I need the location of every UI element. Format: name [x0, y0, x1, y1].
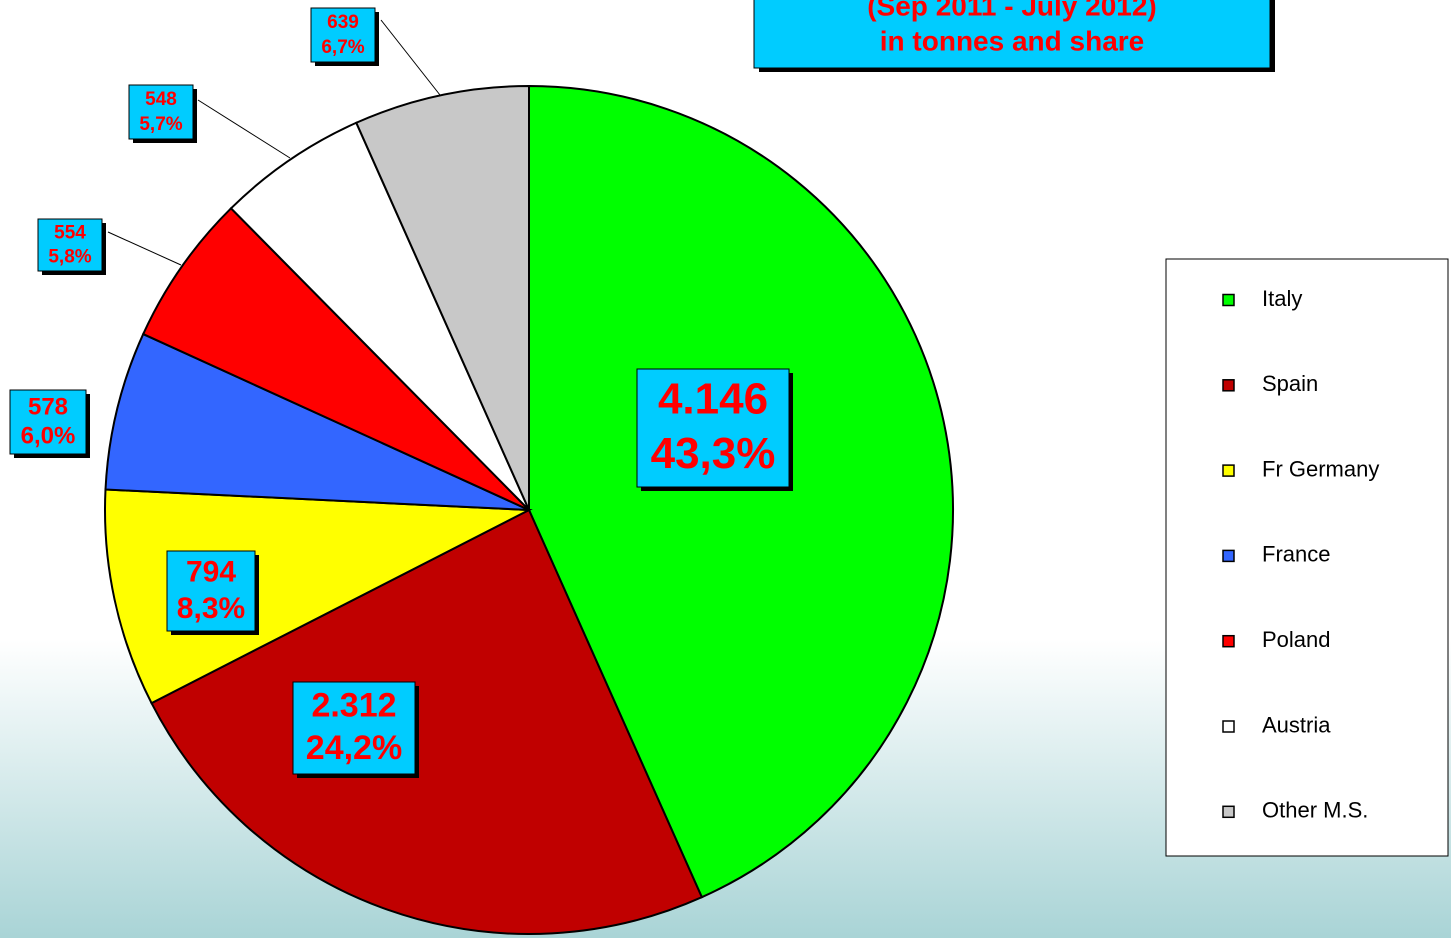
share-label: 24,2%: [306, 729, 402, 767]
pie-slice: [104, 332, 530, 511]
label-box: [128, 84, 194, 140]
label-box: [37, 218, 103, 272]
label-box: [310, 7, 376, 63]
pie-slice: [150, 508, 704, 935]
legend-marker: [1222, 720, 1235, 733]
legend-label: Poland: [1262, 627, 1331, 652]
legend-marker: [1222, 634, 1235, 648]
pie-slice: [141, 206, 530, 511]
title-box: [753, 0, 1271, 69]
value-label: 578: [28, 393, 68, 420]
legend-label: Other M.S.: [1262, 798, 1368, 823]
legend-marker: [1222, 805, 1235, 819]
pie-slice: [354, 84, 530, 511]
legend-box: [1165, 258, 1449, 857]
legend-marker: [1222, 549, 1235, 563]
value-label: 548: [145, 89, 177, 110]
share-label: 6,0%: [21, 423, 76, 450]
title-line: (Sep 2011 - July 2012): [867, 0, 1157, 21]
leader-line: [380, 19, 441, 96]
pie-slice: [528, 84, 954, 899]
label-box: [292, 681, 416, 775]
value-label: 2.312: [311, 687, 396, 725]
share-label: 43,3%: [651, 429, 776, 478]
share-label: 5,7%: [139, 114, 182, 135]
legend-marker: [1222, 379, 1235, 392]
pie-slice: [104, 488, 533, 705]
share-label: 6,7%: [321, 37, 364, 58]
title-line: in tonnes and share: [880, 25, 1145, 56]
legend-label: Austria: [1262, 712, 1331, 737]
value-label: 4.146: [658, 375, 768, 424]
value-label: 794: [186, 555, 236, 588]
label-box: [166, 550, 256, 632]
legend-marker: [1222, 464, 1235, 477]
label-box: [636, 368, 790, 488]
value-label: 554: [54, 223, 86, 244]
leader-line: [197, 99, 291, 159]
legend-label: France: [1262, 542, 1330, 567]
share-label: 5,8%: [48, 246, 91, 267]
legend-marker: [1222, 293, 1235, 307]
share-label: 8,3%: [177, 592, 245, 625]
label-box: [9, 389, 87, 455]
leader-line: [107, 231, 182, 266]
value-label: 639: [327, 12, 359, 33]
legend-label: Spain: [1262, 371, 1318, 396]
legend-label: Italy: [1262, 286, 1302, 311]
legend-label: Fr Germany: [1262, 456, 1379, 481]
pie-slice: [229, 121, 530, 511]
